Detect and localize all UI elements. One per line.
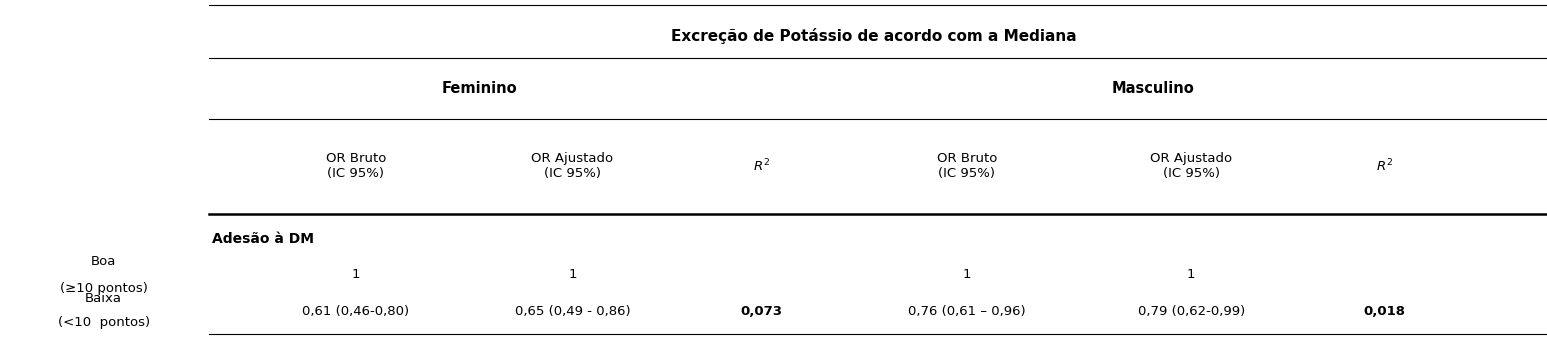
Text: (<10  pontos): (<10 pontos) bbox=[57, 316, 150, 329]
Text: OR Bruto
(IC 95%): OR Bruto (IC 95%) bbox=[325, 152, 387, 180]
Text: 0,79 (0,62-0,99): 0,79 (0,62-0,99) bbox=[1137, 305, 1245, 318]
Text: OR Bruto
(IC 95%): OR Bruto (IC 95%) bbox=[936, 152, 998, 180]
Text: $R^{2}$: $R^{2}$ bbox=[1377, 158, 1392, 174]
Text: OR Ajustado
(IC 95%): OR Ajustado (IC 95%) bbox=[531, 152, 614, 180]
Text: $R^{2}$: $R^{2}$ bbox=[753, 158, 769, 174]
Text: 0,073: 0,073 bbox=[739, 305, 783, 318]
Text: 1: 1 bbox=[568, 268, 577, 281]
Text: Baixa: Baixa bbox=[85, 292, 122, 305]
Text: Feminino: Feminino bbox=[442, 81, 517, 96]
Text: 1: 1 bbox=[962, 268, 972, 281]
Text: 0,018: 0,018 bbox=[1363, 305, 1406, 318]
Text: Adesão à DM: Adesão à DM bbox=[212, 232, 314, 246]
Text: 1: 1 bbox=[1187, 268, 1196, 281]
Text: Boa: Boa bbox=[91, 255, 116, 267]
Text: Masculino: Masculino bbox=[1111, 81, 1194, 96]
Text: OR Ajustado
(IC 95%): OR Ajustado (IC 95%) bbox=[1149, 152, 1233, 180]
Text: 1: 1 bbox=[351, 268, 360, 281]
Text: Excreção de Potássio de acordo com a Mediana: Excreção de Potássio de acordo com a Med… bbox=[671, 27, 1077, 44]
Text: 0,61 (0,46-0,80): 0,61 (0,46-0,80) bbox=[302, 305, 410, 318]
Text: 0,76 (0,61 – 0,96): 0,76 (0,61 – 0,96) bbox=[908, 305, 1026, 318]
Text: 0,65 (0,49 - 0,86): 0,65 (0,49 - 0,86) bbox=[515, 305, 630, 318]
Text: (≥10 pontos): (≥10 pontos) bbox=[60, 282, 147, 295]
